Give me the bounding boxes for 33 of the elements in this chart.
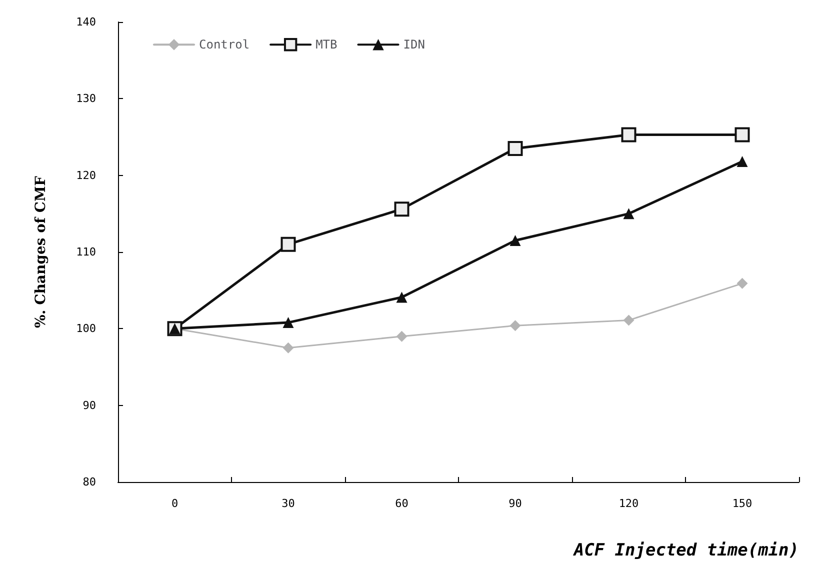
y-tick-label: 110 [76, 246, 96, 258]
legend-label: IDN [403, 38, 425, 52]
point [396, 292, 408, 303]
point [394, 202, 410, 217]
point [623, 208, 634, 220]
x-tick-label: 90 [508, 497, 522, 510]
x-axis-title: ACF Injected time(min) [572, 540, 799, 560]
legend-label: Control [199, 38, 250, 52]
y-tick-label: 120 [76, 168, 96, 182]
x-tick-label: 150 [732, 497, 752, 510]
point [282, 317, 294, 328]
point [280, 236, 296, 252]
point [736, 278, 748, 289]
y-axis-title: %. Changes of CMF [33, 176, 49, 328]
x-tick-label: 60 [395, 497, 408, 510]
x-tick-label: 120 [618, 497, 639, 510]
point [396, 330, 408, 342]
point [282, 342, 294, 354]
x-tick-label: 0 [171, 497, 178, 510]
y-tick-label: 130 [76, 92, 96, 106]
point [510, 320, 521, 332]
legend-label: MTB [316, 38, 338, 52]
y-tick-label: 100 [76, 322, 96, 336]
x-tick-label: 30 [282, 497, 295, 510]
y-tick-label: 80 [82, 476, 96, 488]
point [621, 127, 636, 142]
point [736, 156, 748, 168]
point [734, 127, 750, 142]
point [510, 235, 521, 246]
y-tick-label: 90 [82, 398, 96, 412]
y-tick-label: 140 [76, 16, 96, 28]
point [508, 141, 523, 156]
point [623, 314, 634, 326]
